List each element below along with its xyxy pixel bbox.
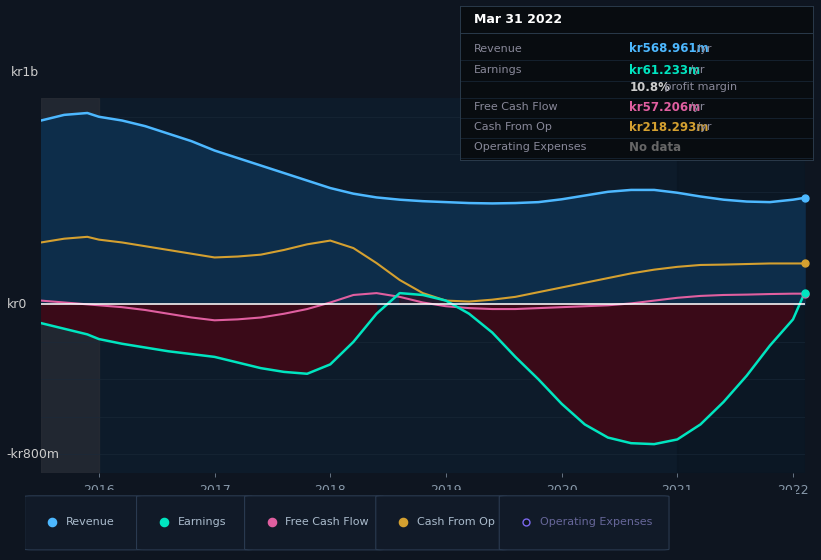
Bar	[41, 98, 99, 473]
Point	[798, 193, 811, 202]
Text: Earnings: Earnings	[177, 517, 226, 527]
Text: Free Cash Flow: Free Cash Flow	[286, 517, 369, 527]
Bar	[677, 98, 805, 473]
Text: kr61.233m: kr61.233m	[629, 64, 700, 77]
Text: /yr: /yr	[693, 122, 711, 132]
Point	[798, 288, 811, 297]
FancyBboxPatch shape	[376, 496, 507, 550]
Text: No data: No data	[629, 141, 681, 154]
Text: 10.8%: 10.8%	[629, 81, 670, 94]
FancyBboxPatch shape	[25, 496, 140, 550]
Point	[798, 259, 811, 268]
Text: kr568.961m: kr568.961m	[629, 42, 709, 55]
Text: Revenue: Revenue	[474, 44, 523, 54]
Text: /yr: /yr	[686, 102, 705, 112]
Point	[45, 517, 58, 526]
Point	[157, 517, 170, 526]
Text: kr57.206m: kr57.206m	[629, 101, 700, 114]
Text: Free Cash Flow: Free Cash Flow	[474, 102, 557, 112]
FancyBboxPatch shape	[136, 496, 252, 550]
Text: Mar 31 2022: Mar 31 2022	[474, 13, 562, 26]
Text: Earnings: Earnings	[474, 66, 522, 75]
Text: Cash From Op: Cash From Op	[474, 122, 552, 132]
Text: kr0: kr0	[7, 298, 27, 311]
Point	[798, 289, 811, 298]
Text: Revenue: Revenue	[66, 517, 114, 527]
Text: Cash From Op: Cash From Op	[417, 517, 494, 527]
Point	[520, 517, 533, 526]
Text: /yr: /yr	[686, 66, 705, 75]
Point	[397, 517, 410, 526]
Text: -kr800m: -kr800m	[7, 448, 60, 461]
Text: Operating Expenses: Operating Expenses	[540, 517, 653, 527]
Point	[265, 517, 278, 526]
Text: kr1b: kr1b	[11, 66, 39, 79]
Text: /yr: /yr	[693, 44, 711, 54]
FancyBboxPatch shape	[499, 496, 669, 550]
Text: Operating Expenses: Operating Expenses	[474, 142, 586, 152]
Text: profit margin: profit margin	[661, 82, 737, 92]
Text: kr218.293m: kr218.293m	[629, 121, 709, 134]
FancyBboxPatch shape	[245, 496, 383, 550]
